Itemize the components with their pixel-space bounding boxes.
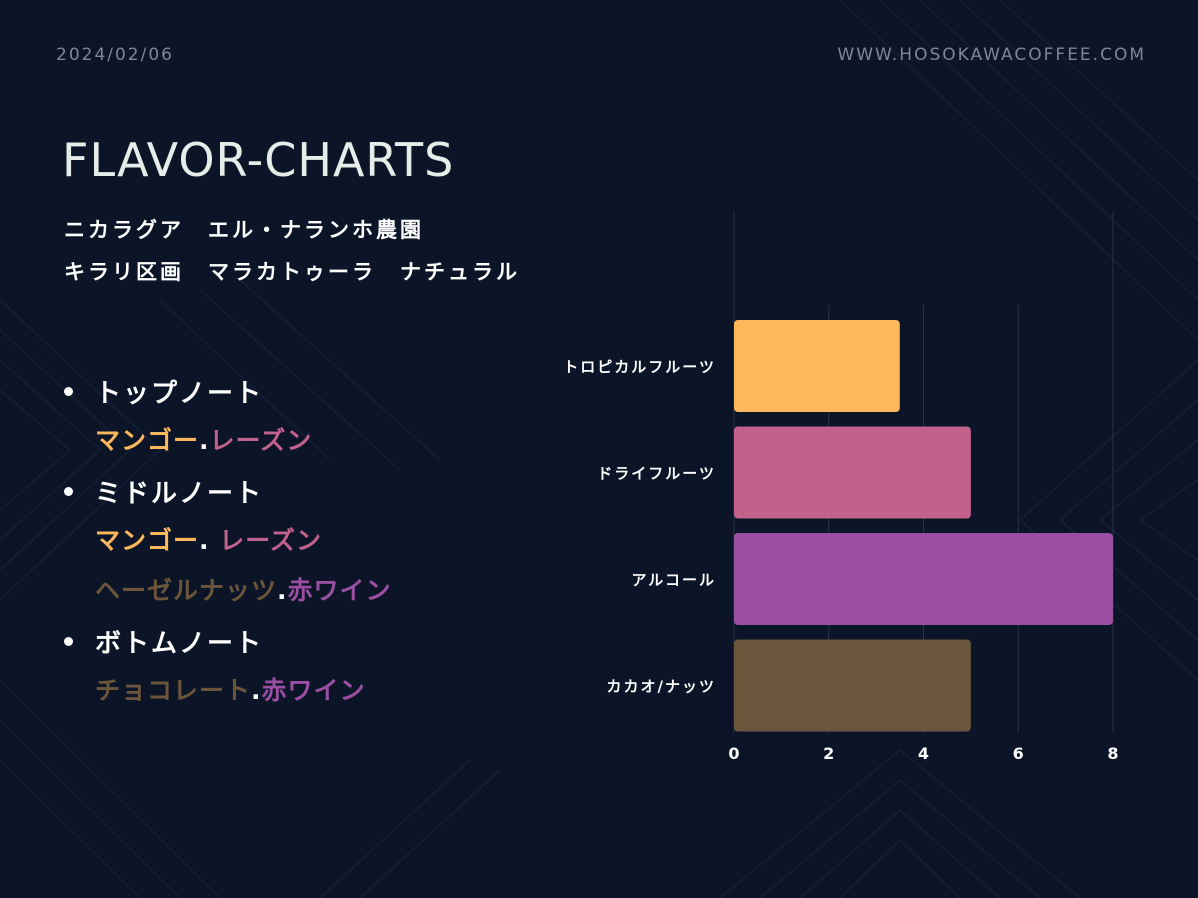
note-separator: .: [199, 526, 220, 555]
page-title: FLAVOR-CHARTS: [62, 133, 455, 187]
note-item: チョコレート: [95, 676, 252, 705]
bottom-note-label: ボトムノート: [95, 628, 264, 659]
top-note-label: トップノート: [95, 378, 264, 409]
bar: [734, 426, 971, 519]
bar: [734, 320, 900, 412]
note-item: 赤ワイン: [261, 676, 366, 705]
middle-note-heading: ミドルノート: [62, 466, 532, 516]
subtitle-lot: キラリ区画 マラカトゥーラ ナチュラル: [64, 260, 520, 284]
bar: [734, 533, 1113, 625]
note-item: 赤ワイン: [287, 576, 392, 605]
bullet-icon: [64, 386, 73, 396]
note-separator: .: [277, 576, 288, 605]
bottom-note-heading: ボトムノート: [62, 616, 532, 666]
category-label: トロピカルフルーツ: [563, 358, 716, 376]
note-item: マンゴー: [95, 426, 200, 455]
note-separator: .: [251, 676, 262, 705]
category-label: ドライフルーツ: [597, 465, 716, 483]
note-item: レーズン: [209, 426, 313, 455]
bullet-icon: [64, 486, 73, 496]
x-tick-label: 4: [918, 744, 929, 763]
middle-note-items: ヘーゼルナッツ.赤ワイン: [62, 566, 532, 616]
bottom-note-items: チョコレート.赤ワイン: [62, 666, 532, 716]
x-tick-label: 0: [728, 744, 739, 763]
website-label: WWW.HOSOKAWACOFFEE.COM: [837, 45, 1146, 65]
top-note-items: マンゴー.レーズン: [62, 416, 532, 466]
x-tick-label: 8: [1107, 744, 1118, 763]
date-label: 2024/02/06: [56, 45, 174, 65]
note-item: レーズン: [219, 526, 322, 555]
note-item: マンゴー: [95, 526, 200, 555]
bullet-icon: [64, 636, 73, 646]
x-tick-label: 2: [823, 744, 834, 763]
category-label: カカオ/ナッツ: [607, 678, 716, 696]
note-item: ヘーゼルナッツ: [95, 576, 278, 605]
x-tick-label: 6: [1013, 744, 1024, 763]
middle-note-label: ミドルノート: [95, 478, 264, 509]
subtitle-origin: ニカラグア エル・ナランホ農園: [64, 218, 424, 242]
category-label: アルコール: [631, 571, 716, 589]
flavor-notes-list: トップノート マンゴー.レーズン ミドルノート マンゴー. レーズン ヘーゼルナ…: [62, 366, 532, 716]
bar: [734, 639, 971, 732]
top-note-heading: トップノート: [62, 366, 532, 416]
middle-note-items: マンゴー. レーズン: [62, 516, 532, 566]
note-separator: .: [199, 426, 210, 455]
